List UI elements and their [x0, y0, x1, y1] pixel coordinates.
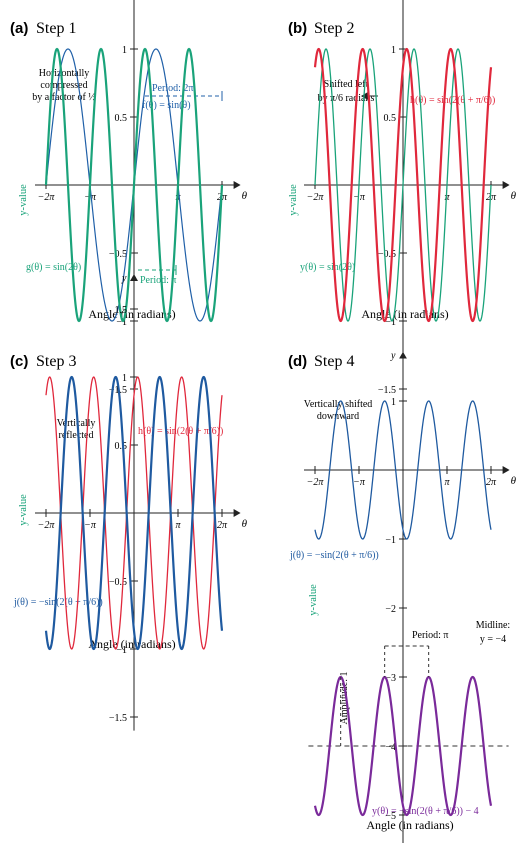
panel-b-xtick-label: −π: [353, 192, 366, 203]
panel-d-xtick-label: −π: [353, 477, 366, 488]
panel-b-note-1: Shifted left: [324, 79, 369, 90]
panel-b-ytick-label: −1.5: [378, 385, 396, 396]
panel-d-y-label: y(θ) = −sin(2(θ + π/6)) − 4: [372, 806, 479, 817]
panel-d: (d) Step 4 y-value Angle (in radians) Ve…: [288, 353, 510, 832]
panel-a-g-label: g(θ) = sin(2θ): [26, 262, 81, 273]
panel-d-xtick-label: 2π: [486, 477, 497, 488]
panel-a-theta-symbol: θ: [242, 190, 248, 202]
panel-d-ytick-label: −1: [385, 535, 396, 546]
panel-d-xtick-label: π: [444, 477, 450, 488]
panel-a-ytick-label: −1: [116, 317, 127, 328]
panel-d-amplitude: Amplitude: 1: [339, 671, 350, 724]
panel-d-series-darkblue: [314, 400, 492, 540]
panel-b-h-label: h(θ) = sin(2(θ + π/6)): [410, 95, 495, 106]
panel-c-y-axis-symbol: y: [121, 273, 127, 284]
panel-c-series-darkblue: [44, 375, 224, 651]
panel-a-title: Step 1: [36, 20, 76, 37]
panel-d-ylabel: y-value: [308, 584, 319, 616]
panel-b-xtick-label: π: [444, 192, 450, 203]
panel-d-period: Period: π: [412, 630, 448, 641]
panel-b-y-label: y(θ) = sin(2θ): [300, 262, 355, 273]
panel-b-letter: (b): [288, 20, 307, 37]
panel-d-midline-2: y = −4: [480, 634, 506, 645]
panel-c-note-1: Vertically: [57, 418, 96, 429]
panel-b-series-red: [313, 47, 493, 323]
panel-c-ytick-label: −0.5: [109, 577, 127, 588]
panel-d-ytick-label: −4: [385, 742, 396, 753]
panel-a-ylabel: y-value: [18, 184, 29, 216]
panel-c-ytick-label: 0.5: [115, 441, 128, 452]
panel-d-j-label: j(θ) = −sin(2(θ + π/6)): [289, 550, 379, 561]
panel-c-ytick-label: 1.5: [115, 305, 128, 316]
panel-a-xtick-label: 2π: [217, 192, 228, 203]
panel-c-ytick-label: −1.5: [109, 713, 127, 724]
panel-b-xlabel: Angle (in radians): [361, 307, 448, 321]
panel-c-note-2: reflected: [59, 430, 94, 441]
panel-c-letter: (c): [10, 353, 28, 370]
panel-b-xtick-label: −2π: [307, 192, 325, 203]
panel-c-h-label: h(θ) = sin(2(θ + π/6)): [138, 426, 223, 437]
panel-c-xtick-label: 2π: [217, 520, 228, 531]
panel-d-ytick-label: −3: [385, 673, 396, 684]
panel-c-xtick-label: −2π: [38, 520, 56, 531]
panel-a-letter: (a): [10, 20, 28, 37]
panel-a-f-label: f(θ) = sin(θ): [142, 100, 191, 111]
panel-d-midline-1: Midline:: [476, 620, 510, 631]
panel-c-ylabel: y-value: [18, 494, 29, 526]
panel-a-xtick-label: π: [175, 192, 181, 203]
panel-b-xtick-label: 2π: [486, 192, 497, 203]
panel-c: (c) Step 3 y-value Angle (in radians) Ve…: [10, 353, 223, 651]
panel-d-xtick-label: −2π: [307, 477, 325, 488]
panel-a-note-1: Horizontally: [39, 68, 90, 79]
panel-d-ytick-label: 1: [391, 397, 396, 408]
panel-a-xtick-label: −π: [84, 192, 97, 203]
panel-c-title: Step 3: [36, 353, 76, 370]
panel-d-xlabel: Angle (in radians): [366, 818, 453, 832]
panel-c-ytick-label: 1: [122, 373, 127, 384]
panel-c-ytick-label: −1: [116, 645, 127, 656]
panel-b-note-2: by π/6 radians: [318, 93, 375, 104]
panel-a-xtick-label: −2π: [38, 192, 56, 203]
panel-c-xtick-label: π: [175, 520, 181, 531]
panel-b-ytick-label: 1: [391, 45, 396, 56]
panel-d-letter: (d): [288, 353, 307, 370]
panel-d-theta-symbol: θ: [511, 475, 517, 487]
panel-d-y-axis-symbol: y: [390, 351, 396, 362]
panel-c-xtick-label: −π: [84, 520, 97, 531]
panel-d-ytick-label: −2: [385, 604, 396, 615]
panel-a-ytick-label: 0.5: [115, 113, 128, 124]
panel-b-ytick-label: 0.5: [384, 113, 397, 124]
panel-b-theta-symbol: θ: [511, 190, 517, 202]
panel-d-note-2: downward: [317, 411, 359, 422]
panel-d-ytick-label: −5: [385, 811, 396, 822]
panel-b: (b) Step 2 y-value Angle (in radians) Sh…: [288, 20, 495, 321]
panel-a-period-bottom: Period: π: [140, 275, 176, 286]
panel-a-series-green: [44, 47, 224, 323]
panel-c-xlabel: Angle (in radians): [88, 637, 175, 651]
panel-b-title: Step 2: [314, 20, 354, 37]
panel-a-period-top: Period: 2π: [152, 83, 193, 94]
panel-d-title: Step 4: [314, 353, 354, 370]
panel-a: (a) Step 1 y-value Angle (in radians) Ho…: [10, 20, 223, 321]
panel-b-ytick-label: −1: [385, 317, 396, 328]
panel-a-note-3: by a factor of ½: [32, 92, 96, 103]
panel-a-ytick-label: 1: [122, 45, 127, 56]
panel-a-ytick-label: −0.5: [109, 249, 127, 260]
panel-b-ytick-label: −0.5: [378, 249, 396, 260]
panel-d-series-purple: [313, 675, 493, 817]
panel-c-j-label: j(θ) = −sin(2(θ + π/6)): [13, 597, 103, 608]
panel-a-xlabel: Angle (in radians): [88, 307, 175, 321]
panel-b-ylabel: y-value: [288, 184, 299, 216]
panel-c-theta-symbol: θ: [242, 518, 248, 530]
panel-a-note-2: compressed: [40, 80, 87, 91]
